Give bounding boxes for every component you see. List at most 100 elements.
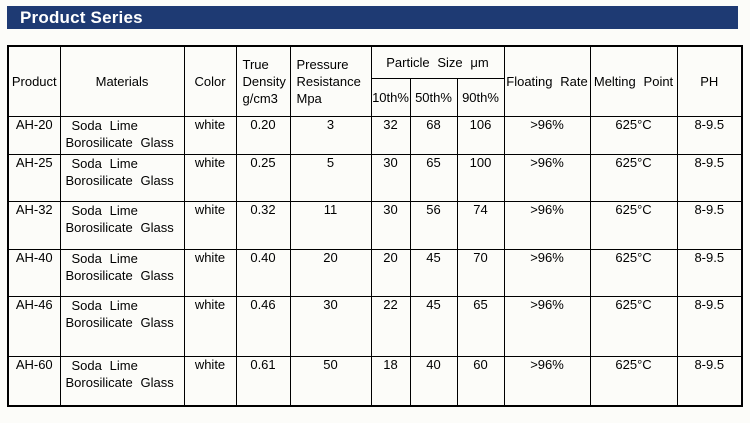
cell-density: 0.40	[235, 248, 291, 297]
cell-color: white	[183, 295, 237, 357]
cell-p90: 106	[456, 115, 505, 155]
cell-product: AH-20	[7, 115, 61, 155]
col-header-50th: 50th%	[409, 77, 458, 117]
cell-materials: Soda Lime Borosilicate Glass	[59, 295, 185, 357]
cell-melting-point: 625°C	[589, 355, 678, 407]
cell-product: AH-40	[7, 248, 61, 297]
header-line: Pressure	[296, 56, 349, 72]
cell-ph: 8-9.5	[676, 153, 743, 202]
cell-color: white	[183, 248, 237, 297]
cell-p50: 68	[409, 115, 458, 155]
materials-line-1: Soda Lime	[71, 117, 138, 133]
cell-p50: 45	[409, 295, 458, 357]
page-title-bar: Product Series	[7, 6, 738, 29]
materials-line-1: Soda Lime	[71, 250, 138, 266]
cell-p90: 65	[456, 295, 505, 357]
cell-product: AH-32	[7, 200, 61, 250]
table-row: AH-32 Soda Lime Borosilicate Glass white…	[7, 200, 743, 250]
header-row-2: 10th% 50th% 90th%	[8, 77, 742, 117]
cell-p50: 65	[409, 153, 458, 202]
cell-melting-point: 625°C	[589, 115, 678, 155]
cell-floating-rate: >96%	[503, 200, 591, 250]
table-row: AH-25 Soda Lime Borosilicate Glass white…	[7, 153, 743, 202]
materials-line-2: Borosilicate Glass	[65, 172, 174, 188]
table-row: AH-20 Soda Lime Borosilicate Glass white…	[7, 115, 743, 155]
table-row: AH-46 Soda Lime Borosilicate Glass white…	[7, 295, 743, 357]
cell-color: white	[183, 115, 237, 155]
cell-p90: 70	[456, 248, 505, 297]
cell-p10: 18	[370, 355, 411, 407]
cell-floating-rate: >96%	[503, 248, 591, 297]
cell-p10: 30	[370, 153, 411, 202]
cell-ph: 8-9.5	[676, 295, 743, 357]
cell-p10: 20	[370, 248, 411, 297]
cell-melting-point: 625°C	[589, 248, 678, 297]
cell-product: AH-25	[7, 153, 61, 202]
cell-materials: Soda Lime Borosilicate Glass	[59, 248, 185, 297]
col-header-melting-point: Melting Point	[589, 45, 678, 117]
materials-line-2: Borosilicate Glass	[65, 219, 174, 235]
materials-line-1: Soda Lime	[71, 202, 138, 218]
cell-p10: 22	[370, 295, 411, 357]
cell-melting-point: 625°C	[589, 295, 678, 357]
cell-pressure: 50	[289, 355, 372, 407]
materials-line-1: Soda Lime	[71, 357, 138, 373]
col-header-particle-size: Particle Size μm	[370, 45, 505, 79]
cell-p50: 45	[409, 248, 458, 297]
col-header-90th: 90th%	[456, 77, 505, 117]
cell-density: 0.46	[235, 295, 291, 357]
cell-pressure: 3	[289, 115, 372, 155]
cell-pressure: 5	[289, 153, 372, 202]
cell-color: white	[183, 200, 237, 250]
cell-ph: 8-9.5	[676, 248, 743, 297]
header-line: g/cm3	[242, 90, 278, 106]
col-header-floating-rate: Floating Rate	[503, 45, 591, 117]
cell-p90: 74	[456, 200, 505, 250]
cell-materials: Soda Lime Borosilicate Glass	[59, 200, 185, 250]
cell-ph: 8-9.5	[676, 115, 743, 155]
cell-floating-rate: >96%	[503, 115, 591, 155]
cell-p50: 40	[409, 355, 458, 407]
cell-density: 0.20	[235, 115, 291, 155]
materials-line-1: Soda Lime	[71, 155, 138, 171]
cell-materials: Soda Lime Borosilicate Glass	[59, 355, 185, 407]
cell-floating-rate: >96%	[503, 153, 591, 202]
cell-density: 0.25	[235, 153, 291, 202]
col-header-materials: Materials	[59, 45, 185, 117]
cell-melting-point: 625°C	[589, 153, 678, 202]
cell-pressure: 30	[289, 295, 372, 357]
col-header-pressure-resistance: Pressure Resistance Mpa	[289, 45, 372, 117]
product-series-table: Product Materials Color True Density g/c…	[7, 45, 744, 407]
cell-p10: 30	[370, 200, 411, 250]
cell-density: 0.32	[235, 200, 291, 250]
materials-line-1: Soda Lime	[71, 297, 138, 313]
col-header-ph: PH	[676, 45, 743, 117]
header-line: Density	[242, 73, 286, 89]
materials-line-2: Borosilicate Glass	[65, 267, 174, 283]
materials-line-2: Borosilicate Glass	[65, 134, 174, 150]
header-row-1: Product Materials Color True Density g/c…	[7, 45, 743, 117]
cell-color: white	[183, 355, 237, 407]
cell-p90: 60	[456, 355, 505, 407]
cell-product: AH-46	[7, 295, 61, 357]
cell-ph: 8-9.5	[676, 355, 743, 407]
materials-line-2: Borosilicate Glass	[65, 314, 174, 330]
table-row: AH-40 Soda Lime Borosilicate Glass white…	[7, 248, 743, 297]
header-line: Mpa	[296, 90, 322, 106]
cell-p50: 56	[409, 200, 458, 250]
cell-color: white	[183, 153, 237, 202]
cell-materials: Soda Lime Borosilicate Glass	[59, 115, 185, 155]
header-line: Resistance	[296, 73, 361, 89]
table-row: AH-60 Soda Lime Borosilicate Glass white…	[7, 355, 743, 407]
col-header-10th: 10th%	[370, 77, 411, 117]
cell-ph: 8-9.5	[676, 200, 743, 250]
page-title: Product Series	[20, 7, 143, 27]
cell-pressure: 11	[289, 200, 372, 250]
cell-floating-rate: >96%	[503, 295, 591, 357]
cell-pressure: 20	[289, 248, 372, 297]
cell-materials: Soda Lime Borosilicate Glass	[59, 153, 185, 202]
cell-p10: 32	[370, 115, 411, 155]
materials-line-2: Borosilicate Glass	[65, 374, 174, 390]
cell-product: AH-60	[7, 355, 61, 407]
